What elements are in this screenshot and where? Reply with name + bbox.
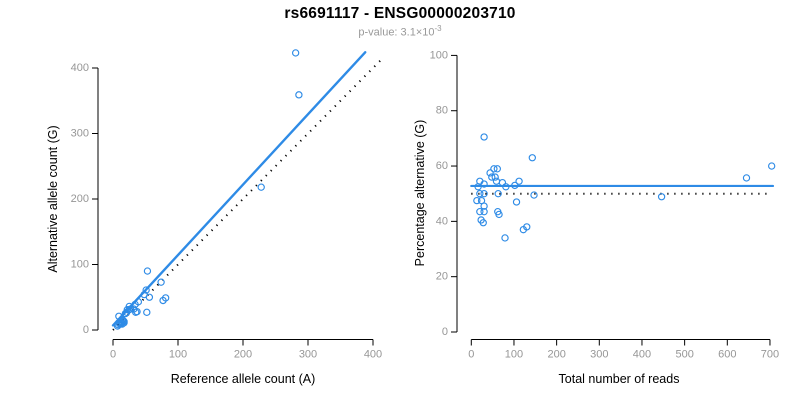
x-tick-label: 0 — [468, 349, 474, 361]
scatter-point — [495, 210, 503, 219]
scatter-point — [157, 278, 165, 286]
x-tick-label: 300 — [299, 349, 317, 361]
reference-dotted-line — [112, 57, 384, 331]
y-tick-label: 400 — [71, 62, 89, 74]
scatter-point — [493, 165, 502, 173]
scatter-point — [476, 208, 484, 216]
scatter-point — [480, 180, 488, 188]
figure-subtitle: p-value: 3.1×10-3 — [0, 24, 800, 39]
scatter-point — [476, 190, 484, 198]
x-tick-label: 600 — [718, 349, 736, 361]
y-tick-label: 20 — [436, 271, 448, 283]
scatter-point — [474, 183, 482, 191]
scatter-point — [528, 154, 536, 162]
y-tick-label: 80 — [436, 105, 448, 117]
scatter-point — [134, 298, 143, 306]
scatter-point — [488, 173, 496, 181]
y-tick-label: 40 — [436, 215, 448, 227]
scatter-point — [515, 177, 523, 185]
x-tick-label: 100 — [169, 349, 187, 361]
x-tick-label: 400 — [633, 349, 651, 361]
scatter-point — [523, 223, 531, 231]
scatter-point — [511, 181, 519, 190]
scatter-point — [768, 162, 776, 170]
y-tick-label: 100 — [430, 49, 448, 61]
y-axis-title: Percentage alternative (G) — [413, 120, 427, 267]
scatter-point — [480, 190, 488, 198]
scatter-point — [491, 173, 499, 181]
scatter-point — [657, 193, 666, 201]
scatter-point — [512, 198, 521, 206]
y-tick-label: 60 — [436, 160, 448, 172]
figure-title: rs6691117 - ENSG00000203710 — [284, 5, 516, 22]
scatter-point — [473, 196, 481, 205]
x-axis-title: Reference allele count (A) — [171, 372, 316, 386]
x-tick-label: 100 — [505, 349, 523, 361]
scatter-point — [530, 191, 538, 199]
scatter-point — [291, 49, 300, 57]
scatter-point — [133, 307, 141, 316]
scatter-point — [492, 177, 501, 185]
x-tick-label: 200 — [234, 349, 252, 361]
x-tick-label: 0 — [110, 349, 116, 361]
scatter-point — [121, 309, 130, 318]
scatter-point — [742, 174, 751, 182]
scatter-point — [120, 319, 128, 327]
y-tick-label: 100 — [71, 259, 89, 271]
scatter-point — [295, 91, 303, 99]
scatter-point — [126, 305, 135, 313]
scatter-point — [145, 293, 154, 301]
scatter-point — [142, 286, 150, 294]
regression-line — [111, 51, 367, 327]
scatter-point — [479, 219, 487, 227]
scatter-point — [480, 208, 488, 216]
scatter-point — [486, 169, 494, 177]
x-tick-label: 700 — [761, 349, 779, 361]
x-axis-title: Total number of reads — [559, 372, 680, 386]
scatter-point — [161, 294, 170, 302]
scatter-point — [257, 183, 265, 191]
pvalue-exponent: -3 — [434, 24, 442, 33]
scatter-point — [143, 267, 152, 275]
scatter-point — [480, 202, 488, 210]
scatter-point — [501, 234, 509, 242]
x-tick-label: 200 — [547, 349, 565, 361]
scatter-point — [498, 178, 507, 187]
y-tick-label: 0 — [83, 324, 89, 336]
y-axis-title: Alternative allele count (G) — [46, 125, 60, 272]
y-tick-label: 200 — [71, 193, 89, 205]
scatter-point — [494, 190, 502, 198]
x-tick-label: 300 — [590, 349, 608, 361]
scatter-point — [118, 320, 126, 328]
scatter-point — [480, 133, 488, 141]
pvalue-text: p-value: 3.1×10 — [358, 26, 435, 39]
x-tick-label: 500 — [675, 349, 693, 361]
y-tick-label: 0 — [442, 326, 448, 338]
scatter-point — [143, 308, 151, 316]
scatter-point — [502, 183, 510, 191]
y-tick-label: 300 — [71, 128, 89, 140]
scatter-point — [490, 165, 498, 173]
x-tick-label: 400 — [364, 349, 382, 361]
